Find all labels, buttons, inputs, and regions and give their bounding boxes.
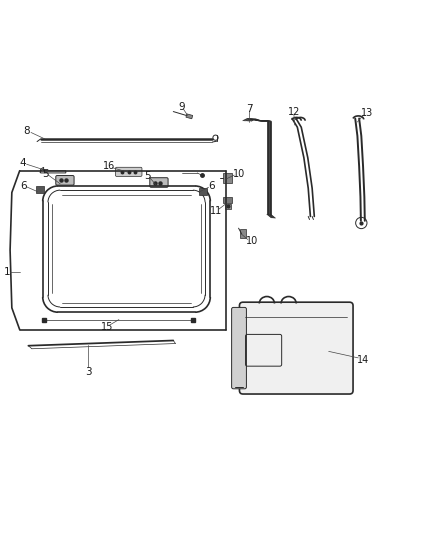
Text: 5: 5 xyxy=(42,169,49,179)
Bar xyxy=(240,229,246,238)
FancyBboxPatch shape xyxy=(116,167,142,176)
Text: 4: 4 xyxy=(19,158,25,168)
Text: 16: 16 xyxy=(103,161,116,172)
Bar xyxy=(186,114,193,119)
Text: 3: 3 xyxy=(85,367,92,377)
Text: 13: 13 xyxy=(361,108,373,118)
Text: 14: 14 xyxy=(357,355,369,365)
FancyBboxPatch shape xyxy=(56,175,74,185)
Text: 5: 5 xyxy=(144,171,151,181)
Bar xyxy=(223,173,232,182)
Bar xyxy=(223,197,232,204)
FancyBboxPatch shape xyxy=(232,308,247,389)
Text: 9: 9 xyxy=(179,102,185,112)
Text: 1: 1 xyxy=(4,266,11,277)
Text: 6: 6 xyxy=(21,181,27,191)
FancyBboxPatch shape xyxy=(150,177,168,187)
Text: 8: 8 xyxy=(23,126,30,136)
Text: 12: 12 xyxy=(288,107,300,117)
Text: 15: 15 xyxy=(101,322,113,333)
Text: 7: 7 xyxy=(246,103,253,114)
Text: 6: 6 xyxy=(208,181,215,191)
Text: 10: 10 xyxy=(233,169,245,179)
Text: 10: 10 xyxy=(246,236,258,246)
Text: 11: 11 xyxy=(210,206,222,216)
Bar xyxy=(199,188,207,195)
FancyBboxPatch shape xyxy=(240,302,353,394)
Bar xyxy=(36,187,44,193)
Bar xyxy=(225,204,231,208)
